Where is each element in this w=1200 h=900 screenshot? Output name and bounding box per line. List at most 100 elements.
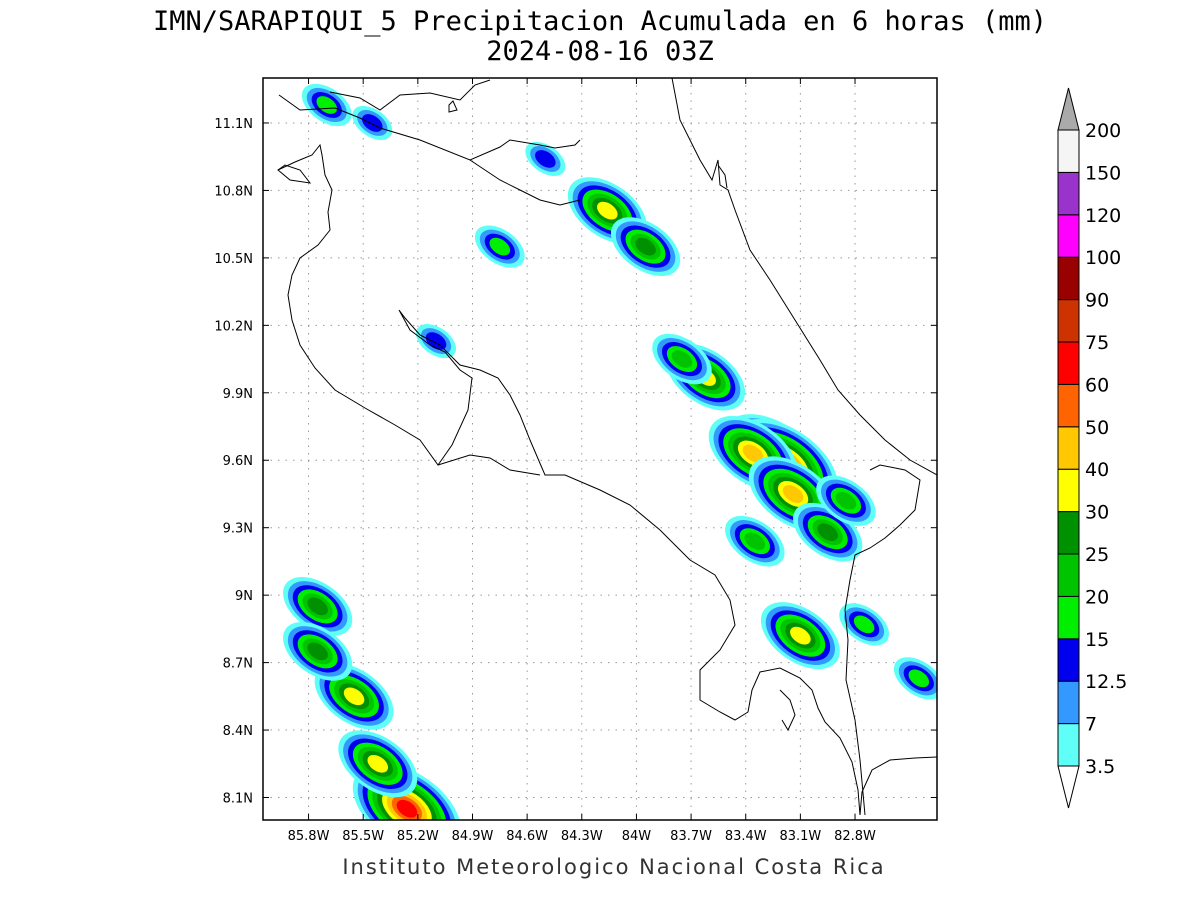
colorbar-level-label: 7 [1085, 714, 1097, 736]
colorbar-level-label: 200 [1085, 120, 1121, 142]
lon-tick-label: 83.4W [725, 829, 767, 844]
lat-tick-label: 9.6N [223, 454, 253, 469]
colorbar-max-arrow [1057, 87, 1080, 131]
precip-cell [760, 602, 840, 670]
lat-tick-label: 8.4N [223, 724, 253, 739]
panama-border [844, 464, 921, 611]
lat-tick-label: 9.3N [223, 522, 253, 537]
precip-contour [535, 150, 556, 168]
precip-contour [489, 237, 511, 256]
lat-tick-label: 10.2N [214, 319, 253, 334]
coastline [277, 78, 937, 816]
lat-tick-label: 10.5N [214, 252, 253, 267]
lat-tick-label: 11.1N [214, 117, 253, 132]
lat-tick-label: 8.7N [223, 657, 253, 672]
colorbar-segment [1057, 638, 1080, 682]
map-title: IMN/SARAPIQUI_5 Precipitacion Acumulada … [152, 6, 1048, 37]
precip-contour [853, 615, 875, 634]
colorbar-segment [1057, 129, 1080, 173]
map-datetime: 2024-08-16 03Z [486, 36, 714, 67]
precip-cell [283, 622, 353, 681]
coast-bay [717, 164, 728, 189]
precip-cell [301, 83, 352, 127]
precip-contour [744, 532, 766, 551]
colorbar-level-label: 75 [1085, 332, 1109, 354]
colorbar-segment [1057, 468, 1080, 513]
inland-border [437, 454, 541, 476]
colorbar-segment [1057, 680, 1080, 725]
precip-cell [352, 105, 393, 141]
footer-credit: Instituto Meteorologico Nacional Costa R… [342, 855, 886, 879]
colorbar-segment [1057, 341, 1080, 385]
colorbar-segment [1057, 595, 1080, 640]
precip-contour [908, 669, 930, 688]
precip-contour [742, 444, 764, 463]
colorbar-segment [1057, 426, 1080, 470]
colorbar-level-label: 12.5 [1085, 671, 1127, 693]
precip-cell [893, 657, 937, 700]
colorbar-level-label: 40 [1085, 459, 1109, 481]
precip-contour [835, 491, 857, 510]
colorbar-segment [1057, 723, 1080, 767]
precip-cell [283, 577, 353, 636]
axis-ticks: 85.8W 85.5W 85.2W 84.9W 84.6W 84.3W 84W 83.7W 83… [214, 78, 937, 844]
precip-field [283, 83, 937, 820]
colorbar-level-label: 120 [1085, 205, 1121, 227]
lat-tick-label: 10.8N [214, 184, 253, 199]
precip-cell [474, 225, 525, 268]
precip-contour [307, 642, 328, 661]
precip-contour [307, 597, 328, 616]
colorbar-segment [1057, 214, 1080, 258]
colorbar-segment [1057, 171, 1080, 216]
precip-contour [790, 626, 811, 645]
nicaragua-pacific [277, 164, 312, 184]
colorbar-segment [1057, 511, 1080, 555]
precip-contour [635, 237, 656, 256]
lon-tick-label: 84.9W [452, 829, 494, 844]
cr-nicaragua-border [469, 159, 581, 206]
lon-tick-label: 85.2W [397, 829, 439, 844]
panama-border-south [844, 609, 866, 816]
plot-frame [262, 77, 938, 821]
lat-tick-label: 9N [235, 589, 253, 604]
precip-cell [839, 603, 890, 646]
precip-contour [597, 201, 618, 220]
caribbean-coast [671, 78, 937, 476]
lon-tick-label: 83.7W [670, 829, 712, 844]
lat-tick-label: 8.1N [223, 792, 253, 807]
colorbar-segment [1057, 383, 1080, 428]
lon-tick-label: 84.6W [506, 829, 548, 844]
precip-contour [367, 754, 389, 773]
lon-tick-label: 84.3W [561, 829, 603, 844]
colorbar-level-label: 150 [1085, 162, 1121, 184]
bay-detail [779, 689, 796, 732]
precip-cell [652, 333, 712, 385]
lon-tick-label: 85.8W [288, 829, 330, 844]
precip-contour [362, 114, 383, 132]
colorbar-level-label: 60 [1085, 374, 1109, 396]
island [448, 100, 458, 113]
colorbar: 3.5 7 12.5 15 20 25 30 40 50 60 75 90 100 120 150 200 [1057, 87, 1127, 809]
pacific-coast-guanacaste [277, 143, 937, 816]
lon-tick-label: 83.1W [779, 829, 821, 844]
precip-contour [782, 485, 804, 503]
colorbar-level-label: 15 [1085, 629, 1109, 651]
lake-shore [329, 79, 491, 111]
colorbar-segment [1057, 299, 1080, 343]
lon-tick-label: 84W [622, 829, 652, 844]
lon-tick-label: 82.8W [834, 829, 876, 844]
lon-tick-label: 85.5W [342, 829, 384, 844]
precip-cell [338, 730, 418, 798]
precip-contour [343, 687, 365, 706]
precip-cell [610, 217, 681, 276]
colorbar-level-label: 50 [1085, 417, 1109, 439]
colorbar-level-label: 3.5 [1085, 756, 1115, 778]
colorbar-level-label: 20 [1085, 586, 1109, 608]
precip-cell [725, 515, 785, 567]
colorbar-level-label: 30 [1085, 502, 1109, 524]
colorbar-segment [1057, 553, 1080, 597]
colorbar-level-label: 100 [1085, 247, 1121, 269]
precip-cell [816, 475, 876, 526]
colorbar-level-label: 25 [1085, 544, 1109, 566]
